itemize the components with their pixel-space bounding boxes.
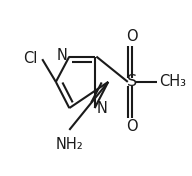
Text: N: N [57, 48, 68, 63]
Text: O: O [126, 29, 138, 44]
Text: S: S [127, 74, 137, 89]
Text: O: O [126, 120, 138, 134]
Text: CH₃: CH₃ [159, 74, 186, 89]
Text: N: N [96, 101, 107, 117]
Text: Cl: Cl [23, 51, 38, 66]
Text: NH₂: NH₂ [55, 137, 83, 152]
